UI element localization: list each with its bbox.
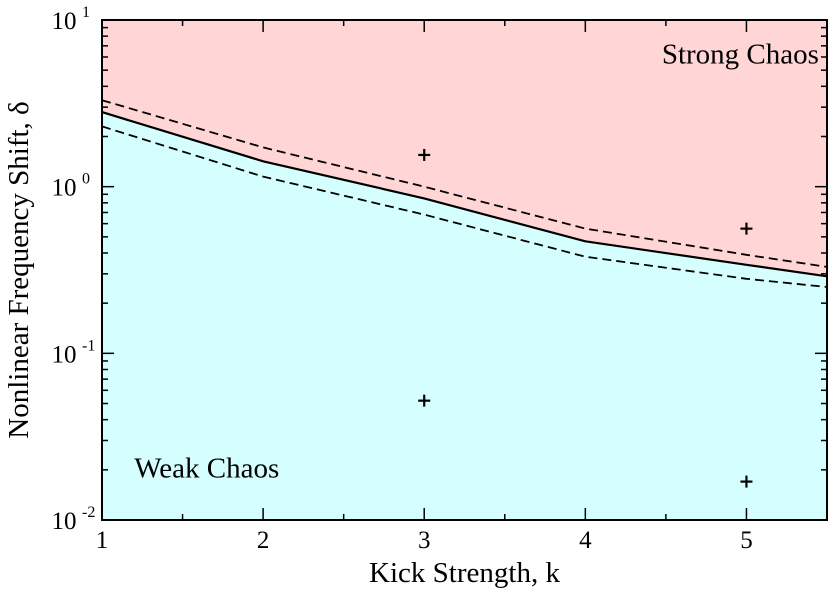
y-tick-base: 10 — [52, 508, 77, 535]
plot-frame — [101, 19, 828, 521]
y-tick-exponent: -1 — [82, 337, 95, 354]
y-tick-exponent: 1 — [82, 4, 90, 21]
region-strong-chaos — [102, 20, 827, 277]
label-weak-chaos: Weak Chaos — [134, 452, 279, 484]
y-tick-label: 10 -1 — [52, 337, 96, 368]
axis-ticks: 1 2 3 4 5 10 -2 10 -1 10 0 10 1 — [52, 4, 828, 554]
chart-regions — [102, 20, 827, 520]
y-tick-base: 10 — [52, 341, 77, 368]
region-weak-chaos — [102, 112, 827, 520]
data-point-plus — [418, 394, 431, 407]
y-tick-exponent: -2 — [82, 504, 95, 521]
x-tick-label: 5 — [740, 527, 753, 554]
y-tick-base: 10 — [52, 8, 77, 35]
plot-border — [101, 19, 828, 521]
data-point-plus — [740, 475, 753, 488]
x-tick-label: 2 — [257, 527, 270, 554]
y-tick-label: 10 0 — [52, 171, 91, 202]
region-labels: Strong Chaos Weak Chaos — [134, 38, 819, 484]
x-tick-label: 4 — [579, 527, 592, 554]
x-tick-label: 1 — [96, 527, 109, 554]
series-line-dashed-1 — [101, 99, 828, 268]
series-line-dashed-2 — [101, 125, 828, 288]
y-tick-exponent: 0 — [82, 171, 90, 188]
chart-series — [101, 99, 828, 288]
data-point-plus — [740, 222, 753, 235]
series-line-solid-0 — [101, 111, 828, 278]
y-tick-base: 10 — [52, 175, 77, 202]
y-tick-label: 10 1 — [52, 4, 91, 35]
y-tick-label: 10 -2 — [52, 504, 96, 535]
data-point-plus — [418, 148, 431, 161]
label-strong-chaos: Strong Chaos — [662, 38, 819, 70]
x-axis-title: Kick Strength, k — [369, 557, 560, 589]
chart-points — [418, 148, 753, 488]
y-axis-title: Nonlinear Frequency Shift, δ — [3, 101, 35, 438]
x-tick-label: 3 — [418, 527, 431, 554]
